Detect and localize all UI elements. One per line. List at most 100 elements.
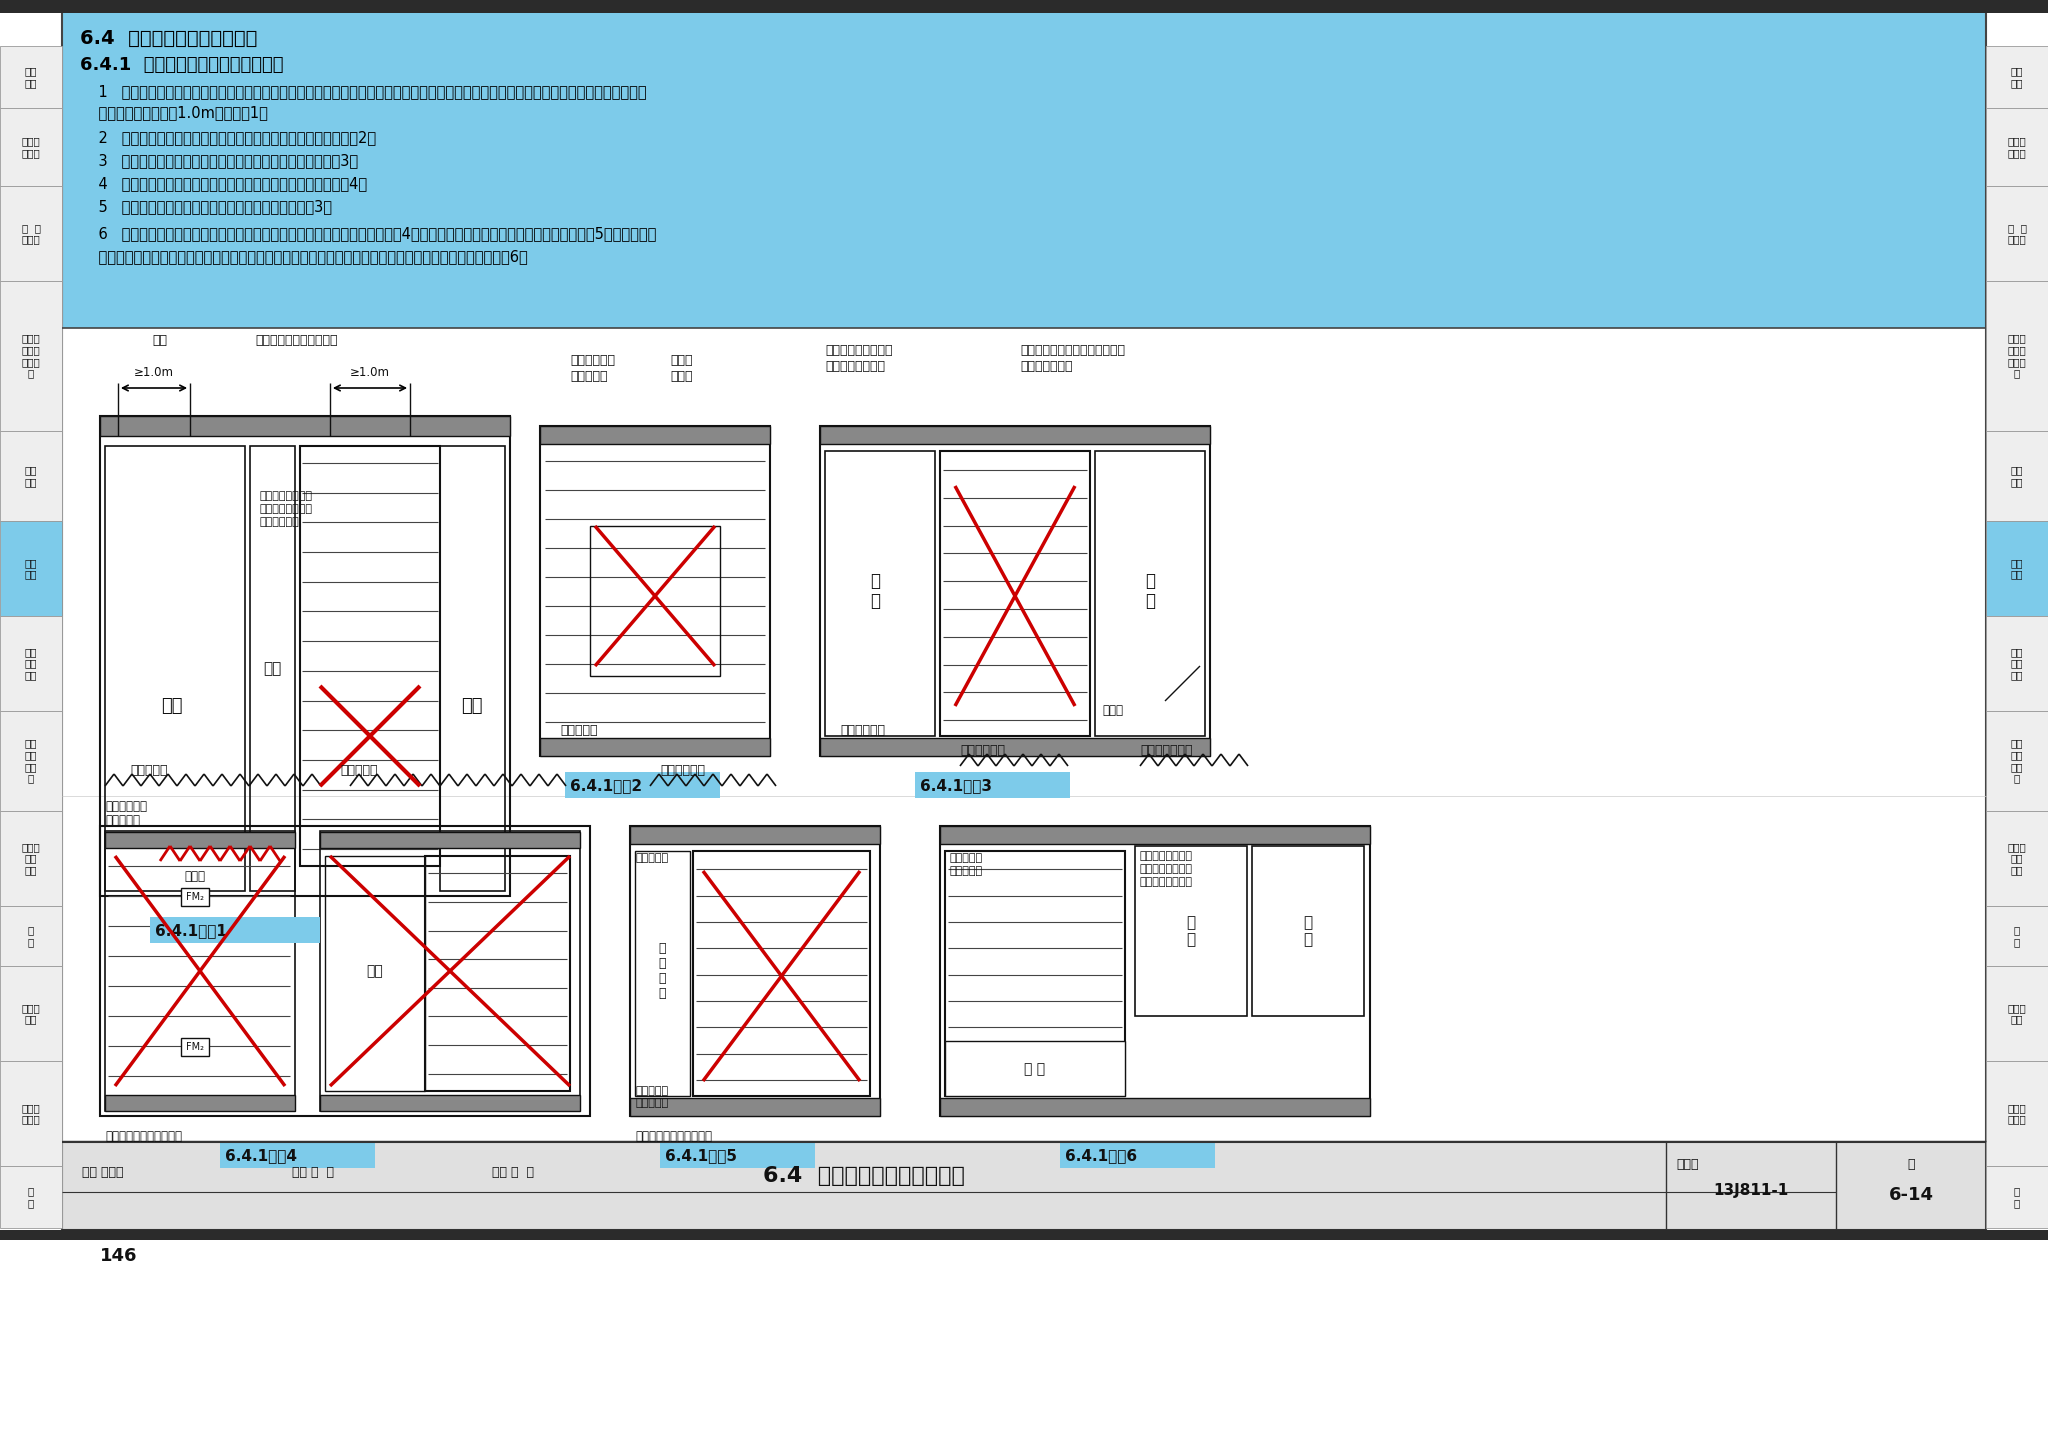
Text: 烧水间: 烧水间 (670, 354, 692, 367)
Bar (100, 416, 510, 895)
Text: 敞开楼梯间: 敞开楼梯间 (635, 1098, 668, 1108)
Text: 13J811-1: 13J811-1 (1714, 1182, 1788, 1197)
Text: 住
户: 住 户 (1303, 914, 1313, 948)
Bar (1096, 451, 1204, 735)
Text: 木结构
建筑: 木结构 建筑 (2007, 1003, 2025, 1025)
Text: 4   封闭楼梯间、防烟楼梯间及其前室，不应设置卷帘；【图示4】: 4 封闭楼梯间、防烟楼梯间及其前室，不应设置卷帘；【图示4】 (80, 176, 367, 192)
Bar (319, 831, 580, 1111)
Bar (61, 328, 1987, 1142)
Text: 6.4.1图示6: 6.4.1图示6 (1065, 1149, 1137, 1163)
Bar (0, 431, 61, 521)
Text: 6.4.1图示2: 6.4.1图示2 (569, 779, 643, 794)
Text: 公
共
建
筑: 公 共 建 筑 (657, 942, 666, 1000)
Text: 电
气: 电 气 (29, 925, 35, 946)
Text: 民用
建筑: 民用 建筑 (25, 466, 37, 486)
Text: 门、窗、洞口: 门、窗、洞口 (260, 517, 299, 527)
Text: 建筑
构造: 建筑 构造 (25, 558, 37, 579)
Bar (915, 772, 1069, 798)
Text: 页: 页 (1907, 1159, 1915, 1172)
Text: 标准层楼梯间: 标准层楼梯间 (840, 725, 885, 738)
Text: 6.4  疏散楼梯间和疏散楼梯等: 6.4 疏散楼梯间和疏散楼梯等 (764, 1166, 965, 1187)
Bar (940, 826, 1370, 1115)
Text: 外墙: 外墙 (152, 335, 168, 348)
Text: 厂  和
仓房库: 厂 和 仓房库 (20, 223, 41, 245)
Text: 6-14: 6-14 (1888, 1187, 1933, 1204)
Text: FM₂: FM₂ (186, 1042, 205, 1053)
Bar (819, 427, 1210, 756)
Text: 垃圾道: 垃圾道 (670, 370, 692, 383)
Text: 总术符
则语号: 总术符 则语号 (23, 137, 41, 157)
Text: 可燃材料储藏: 可燃材料储藏 (569, 354, 614, 367)
Text: 前室: 前室 (262, 661, 281, 677)
Text: 城市交
通隧道: 城市交 通隧道 (23, 1102, 41, 1124)
Bar (819, 427, 1210, 444)
Bar (319, 831, 580, 847)
Bar (940, 1098, 1370, 1115)
Text: 6.4.1图示3: 6.4.1图示3 (920, 779, 991, 794)
Text: 采用金属管和设置: 采用金属管和设置 (1141, 863, 1194, 874)
Bar (940, 826, 1370, 844)
Text: 敞开楼梯间: 敞开楼梯间 (950, 866, 983, 877)
Bar (219, 1142, 375, 1168)
Bar (61, 13, 1987, 328)
Text: 住宅建筑的: 住宅建筑的 (635, 1086, 668, 1096)
Bar (590, 526, 721, 676)
Bar (100, 826, 590, 1115)
Bar (1987, 108, 2048, 186)
Bar (426, 856, 569, 1091)
Bar (0, 965, 61, 1061)
Text: 城市交
通隧道: 城市交 通隧道 (2007, 1102, 2025, 1124)
Text: 与楼梯间、前室外: 与楼梯间、前室外 (260, 491, 313, 501)
Bar (1987, 1061, 2048, 1166)
Text: 物或其他障碍物: 物或其他障碍物 (1020, 360, 1073, 373)
Text: 图集号: 图集号 (1675, 1159, 1698, 1172)
Text: 编制
说明: 编制 说明 (25, 66, 37, 87)
Text: ≥1.0m: ≥1.0m (350, 365, 389, 379)
Bar (61, 1142, 1987, 1230)
Text: 6.4.1图示5: 6.4.1图示5 (666, 1149, 737, 1163)
Text: 校对 林  菊: 校对 林 菊 (293, 1166, 334, 1179)
Text: 防烟楼梯间: 防烟楼梯间 (340, 764, 377, 778)
Text: 1   楼梯间应能天然采光和自然通风，并宜靠外墙设置。靠外墙设置时，楼梯间、前室及合用前室外墙上的窗口与两侧门、窗、洞口最近边缘: 1 楼梯间应能天然采光和自然通风，并宜靠外墙设置。靠外墙设置时，楼梯间、前室及合… (80, 84, 647, 99)
Text: 146: 146 (100, 1246, 137, 1265)
Bar (541, 427, 770, 756)
Bar (0, 186, 61, 281)
Bar (104, 831, 295, 847)
Text: 6.4  疏散楼梯间和疏散楼梯等: 6.4 疏散楼梯间和疏散楼梯等 (80, 29, 258, 48)
Text: 墙上的窗口相邻的: 墙上的窗口相邻的 (260, 504, 313, 514)
Bar (659, 1142, 815, 1168)
Bar (1987, 521, 2048, 616)
Bar (1061, 1142, 1214, 1168)
Text: 应能天然采光和自然通风: 应能天然采光和自然通风 (256, 335, 338, 348)
Text: 灭火
救援
设施: 灭火 救援 设施 (25, 646, 37, 680)
Text: 房间: 房间 (461, 697, 483, 715)
Bar (1987, 431, 2048, 521)
Text: 走 廊: 走 廊 (1024, 1061, 1047, 1076)
Bar (250, 446, 295, 891)
Bar (1135, 846, 1247, 1016)
Text: 封闭楼梯间: 封闭楼梯间 (129, 764, 168, 778)
Text: 靠外墙设置: 靠外墙设置 (104, 814, 139, 827)
Bar (819, 738, 1210, 756)
Text: 6.4.1图示1: 6.4.1图示1 (156, 923, 227, 939)
Bar (326, 856, 426, 1091)
Text: 消火栓: 消火栓 (1102, 705, 1122, 718)
Text: 灭火
救援
设施: 灭火 救援 设施 (2011, 646, 2023, 680)
Text: 甲乙丙
类液体
材料场
站: 甲乙丙 类液体 材料场 站 (23, 333, 41, 379)
Bar (0, 711, 61, 811)
Bar (0, 281, 61, 431)
Text: 3   楼梯间内不应有影响疏散的凸出物或其他障碍物；【图示3】: 3 楼梯间内不应有影响疏散的凸出物或其他障碍物；【图示3】 (80, 153, 358, 169)
Bar (100, 416, 510, 435)
Text: 编制
说明: 编制 说明 (2011, 66, 2023, 87)
Bar (1987, 186, 2048, 281)
Bar (0, 906, 61, 965)
Text: 卷帘门: 卷帘门 (184, 869, 205, 882)
Text: 当确需设置时，应: 当确需设置时，应 (1141, 850, 1194, 860)
Text: 6   封闭楼梯间、防烟楼梯间及其前室内禁止穿过或设置可燃气体管道【图示4】。敞开楼梯间内不应设置可燃气体管道【图示5】，当住宅建: 6 封闭楼梯间、防烟楼梯间及其前室内禁止穿过或设置可燃气体管道【图示4】。敞开楼… (80, 227, 655, 242)
Text: 乙、丙类液体管道: 乙、丙类液体管道 (825, 360, 885, 373)
Bar (0, 47, 61, 108)
Text: 住宅建筑的: 住宅建筑的 (950, 853, 983, 863)
Text: 厂  和
仓房库: 厂 和 仓房库 (2007, 223, 2028, 245)
Bar (565, 772, 721, 798)
Bar (0, 1230, 2048, 1241)
